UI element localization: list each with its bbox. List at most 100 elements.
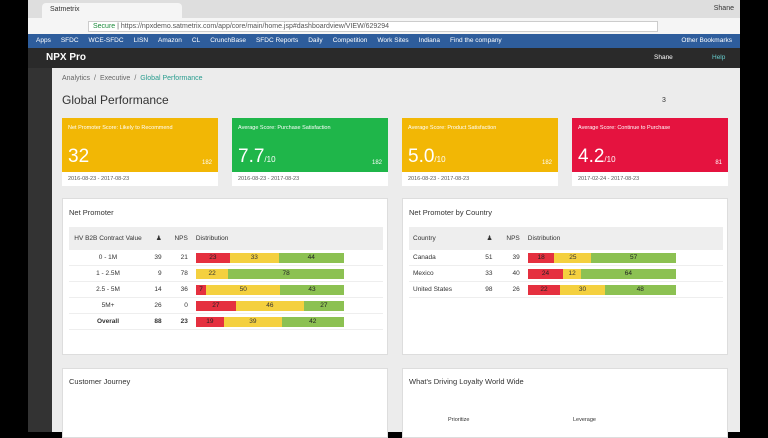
distribution-segment: 7 <box>195 284 207 295</box>
crumb: Global Performance <box>140 75 203 82</box>
distribution-cell: 18 25 57 <box>523 249 723 266</box>
table-row: 0 - 1M 39 21 23 33 44 <box>69 249 383 266</box>
row-label: 2.5 - 5M <box>69 281 147 298</box>
kpi-count: 182 <box>541 160 552 166</box>
row-label: 0 - 1M <box>69 249 147 266</box>
kpi-number: 32 <box>68 146 90 167</box>
bookmark[interactable]: Amazon <box>158 37 182 44</box>
user-menu[interactable]: Shane <box>654 54 673 61</box>
crumb: Analytics <box>62 75 91 82</box>
panel-title: What's Driving Loyalty World Wide <box>409 377 524 386</box>
kpi-face: Average Score: Purchase Satisfaction 7.7/… <box>232 118 388 172</box>
bookmark[interactable]: LISN <box>133 37 149 44</box>
logo[interactable]: NPX Pro <box>46 52 87 63</box>
distribution-bar: 22 78 <box>195 268 344 279</box>
kpi-scale: /10 <box>604 155 616 164</box>
header-row: HV B2B Contract Value ♟ NPS Distribution <box>69 227 383 250</box>
nps: 0 <box>165 297 192 314</box>
bookmark[interactable]: CL <box>191 37 201 44</box>
sidebar <box>28 68 52 432</box>
kpi-face: Average Score: Product Satisfaction 5.0/1… <box>402 118 558 172</box>
distribution-segment: 22 <box>527 284 561 295</box>
panel-title: Net Promoter by Country <box>409 208 492 217</box>
url: https://npxdemo.satmetrix.com/app/core/m… <box>120 23 389 30</box>
row-label: 5M+ <box>69 297 147 314</box>
kpi-number: 4.2 <box>578 146 605 167</box>
separator: / <box>94 75 96 82</box>
count: 88 <box>147 313 166 330</box>
distribution-segment: 22 <box>195 268 229 279</box>
distribution-segment: 57 <box>591 252 676 263</box>
distribution-segment: 64 <box>581 268 676 279</box>
kpi-scale: /10 <box>434 155 446 164</box>
distribution-segment: 33 <box>229 252 279 263</box>
kpi-value: 7.7/10 <box>238 146 276 168</box>
header-cell: ♟ <box>477 227 497 250</box>
nps: 23 <box>165 313 192 330</box>
bookmark[interactable]: Daily <box>308 37 323 44</box>
header-cell: NPS <box>165 227 192 250</box>
tab-bar: Satmetrix Shane <box>28 0 740 18</box>
bookmark[interactable]: Indiana <box>418 37 441 44</box>
profile[interactable]: Shane <box>713 5 734 12</box>
row-label: United States <box>409 281 477 298</box>
distribution-bar: 19 39 42 <box>195 316 344 327</box>
help[interactable]: Help <box>712 54 726 61</box>
header-cell: NPS <box>496 227 524 250</box>
row-label: Overall <box>69 313 147 330</box>
user-count: 3 <box>662 97 666 104</box>
table-row: 1 - 2.5M 9 78 22 78 <box>69 265 383 282</box>
tab[interactable]: Satmetrix <box>42 3 182 18</box>
distribution-segment: 78 <box>228 268 344 279</box>
count: 39 <box>147 249 166 266</box>
app-header: NPX Pro Shane Help <box>28 48 740 68</box>
crumb: Executive <box>99 75 131 82</box>
window: Satmetrix Shane Secure | https://npxdemo… <box>28 0 740 438</box>
distribution-bar: 24 12 64 <box>527 268 676 279</box>
header-cell: Country <box>409 227 477 250</box>
bookmark[interactable]: SFDC <box>60 37 79 44</box>
kpi-dates: 2016-08-23 - 2017-08-23 <box>238 176 300 182</box>
kpi-label: Average Score: Purchase Satisfaction <box>238 125 331 131</box>
bookmark[interactable]: WCE-SFDC <box>88 37 124 44</box>
kpi-number: 7.7 <box>238 146 265 167</box>
bookmarks-bar: Apps SFDC WCE-SFDC LISN Amazon CL CrunchBase SF… <box>28 34 740 48</box>
bookmark[interactable]: Find the company <box>450 37 502 44</box>
distribution-segment: 44 <box>278 252 344 263</box>
distribution-bar: 27 46 27 <box>195 300 344 311</box>
kpi-face: Average Score: Continue to Purchase 4.2/1… <box>572 118 728 172</box>
kpi-count: 182 <box>201 160 212 166</box>
bookmark[interactable]: Apps <box>36 37 51 44</box>
other-bookmarks: Other Bookmarks <box>681 37 732 44</box>
count: 14 <box>147 281 166 298</box>
distribution-segment: 30 <box>560 284 605 295</box>
header-row: Country ♟ NPS Distribution <box>409 227 723 250</box>
data-table: HV B2B Contract Value ♟ NPS Distribution 0 -… <box>69 227 383 330</box>
header-cell: HV B2B Contract Value <box>69 227 147 250</box>
bookmark[interactable]: SFDC Reports <box>255 37 299 44</box>
count: 26 <box>147 297 166 314</box>
count: 51 <box>477 249 497 266</box>
distribution-cell: 23 33 44 <box>191 249 383 266</box>
distribution-segment: 27 <box>195 300 236 311</box>
url-field[interactable]: Secure | https://npxdemo.satmetrix.com/a… <box>88 21 658 32</box>
kpi-value: 4.2/10 <box>578 146 616 168</box>
distribution-segment: 19 <box>195 316 224 327</box>
kpi-card: Average Score: Purchase Satisfaction 7.7/… <box>232 118 388 186</box>
breadcrumb: Analytics / Executive / Global Performance <box>62 75 203 82</box>
distribution-segment: 25 <box>554 252 592 263</box>
address-bar: Secure | https://npxdemo.satmetrix.com/a… <box>28 18 740 34</box>
distribution-cell: 7 50 43 <box>191 281 383 298</box>
distribution-cell: 24 12 64 <box>523 265 723 282</box>
kpi-label: Average Score: Continue to Purchase <box>578 125 671 131</box>
kpi-dates: 2016-08-23 - 2017-08-23 <box>68 176 130 182</box>
distribution-cell: 27 46 27 <box>191 297 383 314</box>
distribution-segment: 27 <box>303 300 344 311</box>
bookmark[interactable]: Work Sites <box>377 37 409 44</box>
distribution-segment: 46 <box>235 300 304 311</box>
bookmark[interactable]: Competition <box>332 37 368 44</box>
nps: 26 <box>496 281 524 298</box>
kpi-dates: 2016-08-23 - 2017-08-23 <box>408 176 470 182</box>
bookmark[interactable]: CrunchBase <box>210 37 246 44</box>
